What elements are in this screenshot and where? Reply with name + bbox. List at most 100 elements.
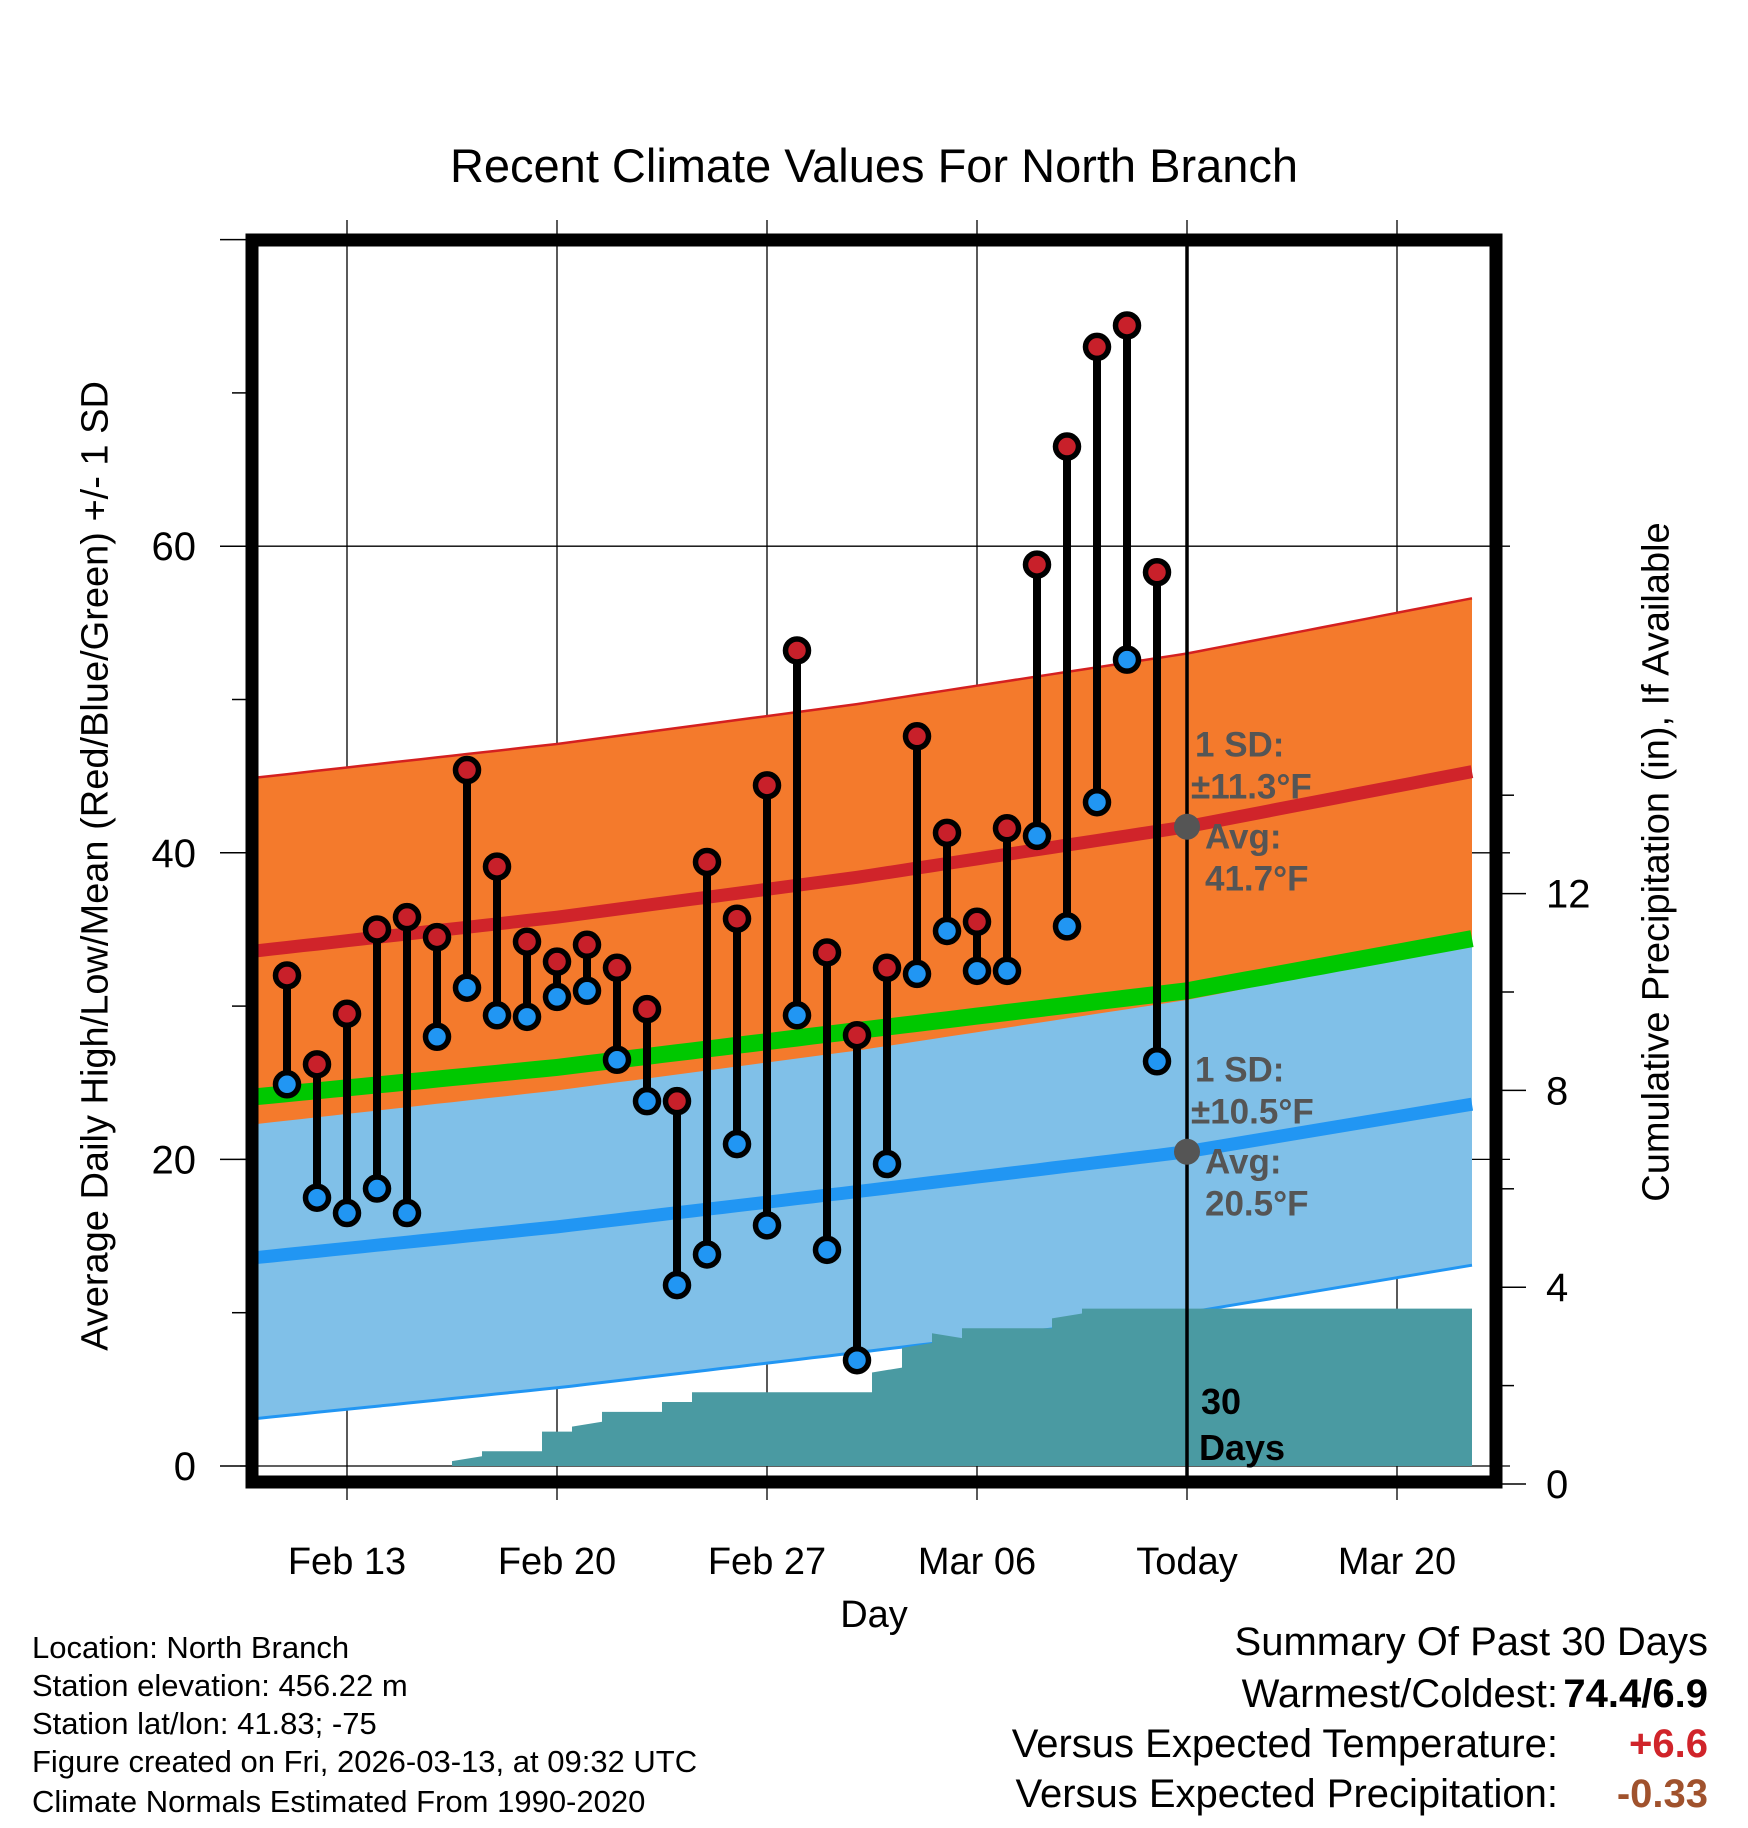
low-point (542, 982, 572, 1012)
high-point (662, 1086, 692, 1116)
y-left-tick-label: 60 (152, 525, 197, 569)
high-avg-value: 41.7°F (1205, 860, 1309, 899)
high-point (512, 927, 542, 956)
plot-border (245, 233, 1503, 1489)
summary-warm-cold-value: 74.4/6.9 (1563, 1672, 1708, 1716)
low-point (362, 1174, 392, 1203)
summary-temp: Versus Expected Temperature: +6.6 (1012, 1722, 1708, 1767)
high-sd-label: 1 SD: (1195, 726, 1284, 765)
x-axis-label: Day (840, 1594, 908, 1636)
x-tick-label: Mar 20 (1338, 1541, 1456, 1583)
summary-warm-cold-label: Warmest/Coldest: (1241, 1672, 1558, 1716)
high-point (1052, 432, 1082, 461)
observations (272, 311, 1172, 1375)
high-point (902, 722, 932, 751)
high-point (542, 947, 572, 976)
low-point (752, 1211, 782, 1240)
low-point (482, 1001, 512, 1030)
summary-temp-label: Versus Expected Temperature: (1011, 1722, 1558, 1766)
low-point (1082, 787, 1112, 817)
high-point (1112, 311, 1142, 340)
low-point (692, 1240, 722, 1269)
low-point (332, 1198, 362, 1228)
low-point (992, 956, 1022, 986)
high-point (1022, 550, 1052, 579)
high-point (302, 1050, 332, 1079)
low-point (872, 1149, 902, 1179)
high-point (1142, 558, 1172, 587)
high-sd-upper-edge (258, 597, 1473, 779)
high-point (1082, 332, 1112, 362)
x-tick-label: Feb 13 (288, 1541, 406, 1583)
low-point (422, 1022, 452, 1052)
low-point (632, 1086, 662, 1116)
high-point (332, 999, 362, 1029)
high-point (782, 636, 812, 665)
summary-precip: Versus Expected Precipitation: -0.33 (1015, 1772, 1708, 1817)
high-point (932, 818, 962, 848)
low-point (782, 1001, 812, 1030)
high-point (452, 755, 482, 785)
low-point (512, 1002, 542, 1032)
low-point (722, 1129, 752, 1159)
y-right-tick-label: 8 (1546, 1069, 1568, 1113)
high-point (422, 922, 452, 952)
x-tick-label: Mar 06 (918, 1541, 1036, 1583)
high-point (992, 814, 1022, 843)
low-avg-label: Avg: (1205, 1143, 1281, 1182)
info-created: Figure created on Fri, 2026-03-13, at 09… (32, 1744, 698, 1779)
low-point (572, 976, 602, 1006)
high-point (752, 771, 782, 800)
info-normals: Climate Normals Estimated From 1990-2020 (32, 1784, 646, 1819)
summary-precip-value: -0.33 (1616, 1772, 1708, 1816)
low-point (602, 1045, 632, 1075)
low-avg-marker (1174, 1138, 1200, 1165)
low-point (272, 1070, 302, 1099)
precipitation-area (258, 246, 1472, 1476)
summary-heading: Summary Of Past 30 Days (1234, 1620, 1708, 1664)
high-point (632, 994, 662, 1024)
low-point (662, 1270, 692, 1300)
low-point (812, 1235, 842, 1265)
days-word-label: Days (1199, 1427, 1285, 1468)
info-location: Location: North Branch (32, 1630, 350, 1665)
y-right-tick-label: 12 (1546, 873, 1591, 917)
y-left-tick-label: 40 (152, 832, 197, 876)
low-point (452, 973, 482, 1002)
high-point (392, 902, 422, 932)
low-sd-value: ±10.5°F (1191, 1093, 1314, 1132)
high-sd-value: ±11.3°F (1191, 768, 1312, 807)
y-axis-right-label: Cumulative Precipitation (in), If Availa… (1635, 522, 1678, 1202)
y-axis-left-label: Average Daily High/Low/Mean (Red/Blue/Gr… (74, 381, 117, 1351)
y-left-tick-label: 0 (174, 1445, 196, 1489)
low-point (302, 1183, 332, 1212)
low-point (962, 956, 992, 986)
low-point (1142, 1047, 1172, 1076)
low-point (392, 1198, 422, 1228)
high-point (962, 907, 992, 937)
high-point (362, 915, 392, 944)
high-point (692, 847, 722, 877)
high-avg-marker (1174, 813, 1200, 840)
info-elevation: Station elevation: 456.22 m (32, 1668, 408, 1703)
high-point (872, 953, 902, 983)
x-tick-label: Feb 27 (708, 1541, 826, 1583)
low-point (842, 1345, 872, 1375)
x-tick-label: Feb 20 (498, 1541, 616, 1583)
low-avg-value: 20.5°F (1205, 1185, 1309, 1224)
low-point (902, 959, 932, 989)
days-number-label: 30 (1201, 1381, 1241, 1422)
x-tick-label: Today (1136, 1541, 1237, 1583)
chart-title: Recent Climate Values For North Branch (449, 139, 1299, 192)
summary-precip-label: Versus Expected Precipitation: (1015, 1772, 1558, 1816)
low-point (1022, 821, 1052, 851)
axes: 0 20 40 60 0 4 8 12 Feb 13 Feb 20 Feb 27 Mar 06 Toda… (152, 238, 1591, 1583)
summary-warm-cold: Warmest/Coldest: 74.4/6.9 (1242, 1672, 1708, 1717)
low-point (932, 916, 962, 946)
high-point (602, 953, 632, 983)
info-latlon: Station lat/lon: 41.83; -75 (32, 1706, 377, 1741)
high-point (572, 930, 602, 960)
y-right-tick-label: 4 (1546, 1266, 1568, 1310)
precip-area (258, 1308, 1472, 1466)
